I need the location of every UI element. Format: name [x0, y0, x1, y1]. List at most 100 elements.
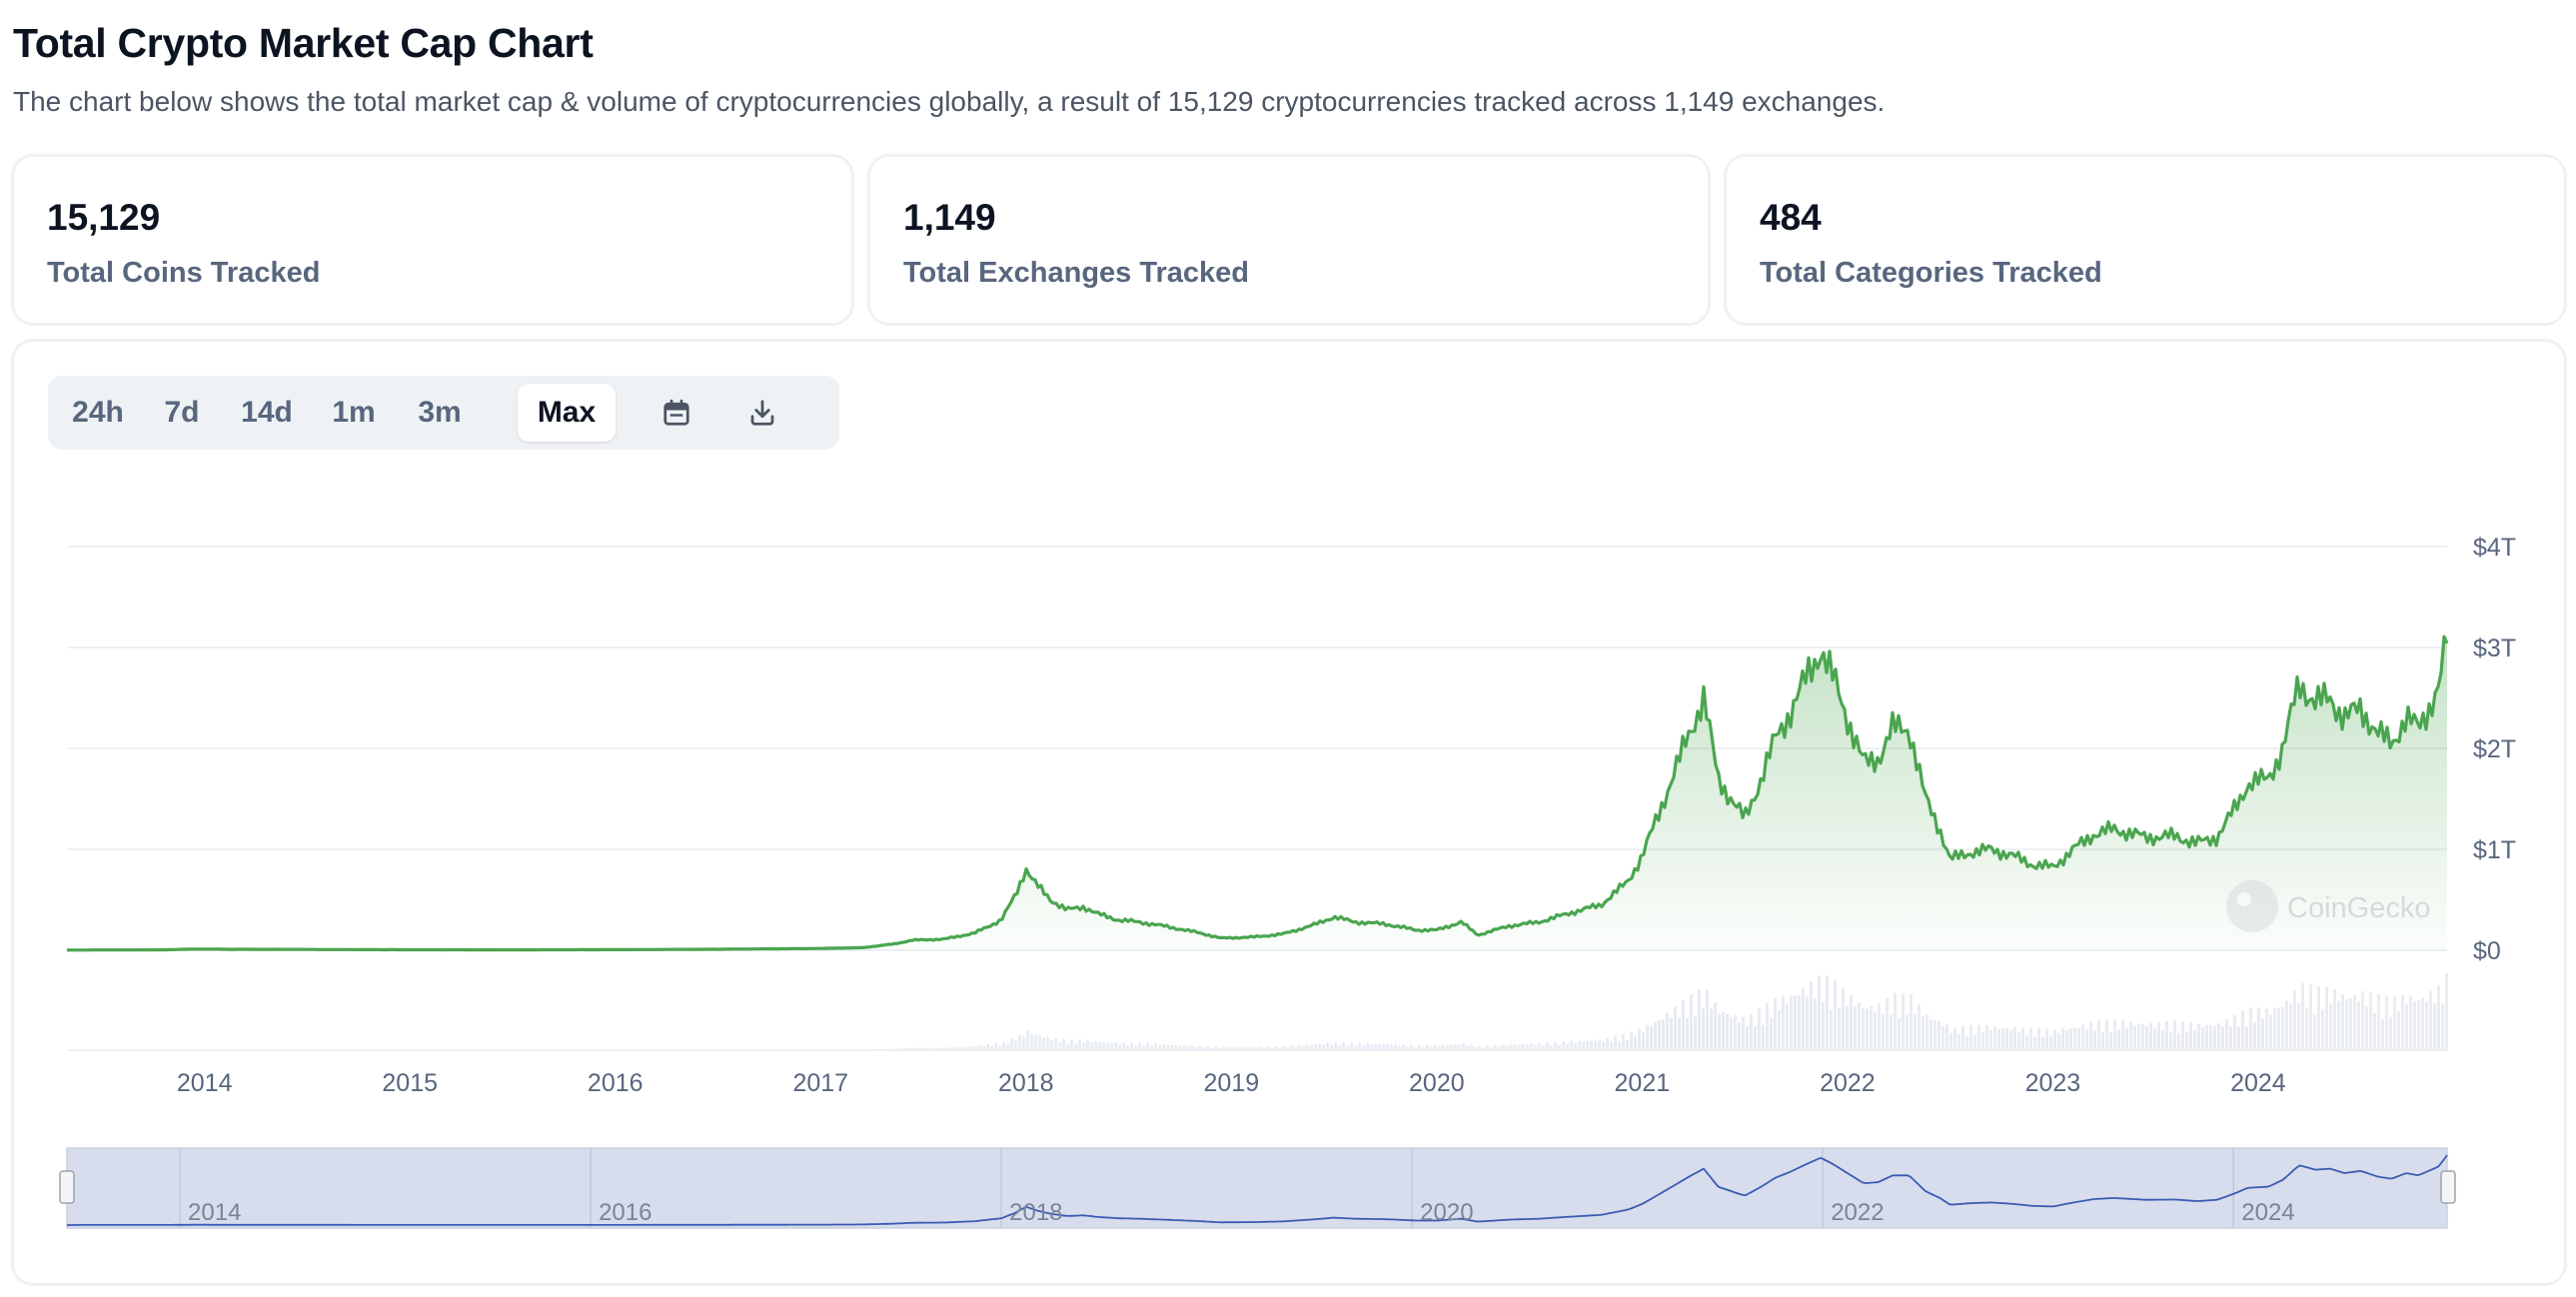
volume-bar: [1786, 1002, 1789, 1050]
stat-value: 15,129: [47, 197, 161, 238]
volume-bar: [2265, 1008, 2268, 1050]
volume-bar: [2361, 990, 2364, 1050]
volume-bar: [938, 1048, 941, 1050]
volume-bar: [1550, 1045, 1553, 1050]
volume-bar: [962, 1046, 965, 1050]
volume-bar: [882, 1048, 885, 1050]
volume-bar: [1538, 1042, 1541, 1050]
x-axis-labels: 2014 2015 2016 2017 2018 2019 2020 2021 2022 2023…: [177, 1069, 2286, 1097]
volume-bar: [1654, 1021, 1657, 1050]
volume-bar: [2377, 994, 2380, 1050]
volume-bar: [1430, 1046, 1433, 1050]
volume-bar: [1418, 1044, 1421, 1050]
volume-bar: [842, 1049, 845, 1050]
range-button-7d[interactable]: 7d: [164, 396, 200, 429]
volume-bar: [2137, 1023, 2140, 1050]
volume-bar: [2061, 1028, 2064, 1050]
volume-bar: [2333, 989, 2336, 1050]
volume-bar: [1973, 1034, 1976, 1050]
range-button-14d[interactable]: 14d: [241, 396, 293, 429]
x-tick-label: 2024: [2230, 1069, 2286, 1097]
navigator[interactable]: 2014 2016 2018 2020 2022 2024: [59, 1147, 2456, 1229]
market-cap-area: [67, 637, 2447, 950]
navigator-line: [67, 1154, 2448, 1226]
navigator-tick-label: 2020: [1420, 1199, 1473, 1226]
page-subtitle: The chart below shows the total market c…: [13, 86, 1886, 117]
volume-bar: [1226, 1047, 1229, 1050]
volume-bar: [2065, 1030, 2068, 1050]
volume-bar: [1941, 1026, 1944, 1050]
range-button-24h[interactable]: 24h: [72, 396, 124, 429]
volume-bar: [1989, 1030, 1992, 1050]
volume-bar: [2289, 1004, 2292, 1050]
volume-bar: [1997, 1028, 2000, 1050]
stat-value: 1,149: [903, 197, 996, 238]
navigator-tick-label: 2022: [1831, 1199, 1884, 1226]
volume-bar: [1474, 1046, 1477, 1050]
volume-bar: [2037, 1028, 2040, 1050]
volume-bar: [1042, 1037, 1045, 1050]
volume-bar: [958, 1046, 961, 1050]
volume-bar: [1678, 1017, 1681, 1050]
volume-bar: [946, 1047, 949, 1050]
volume-bar: [2173, 1020, 2176, 1050]
volume-bar: [2201, 1027, 2204, 1050]
volume-bar: [986, 1044, 989, 1050]
volume-bar: [1078, 1039, 1081, 1050]
volume-bar: [1690, 993, 1693, 1050]
range-button-3m[interactable]: 3m: [418, 396, 462, 429]
navigator-left-handle[interactable]: [59, 1170, 75, 1204]
download-button[interactable]: [733, 384, 791, 442]
volume-bar: [1466, 1045, 1469, 1050]
volume-bar: [1802, 988, 1805, 1050]
navigator-tick-label: 2016: [599, 1199, 651, 1226]
volume-bar: [2109, 1031, 2112, 1050]
volume-bar: [2341, 994, 2344, 1050]
volume-bar: [1870, 1005, 1873, 1050]
volume-bar: [1694, 1016, 1697, 1050]
volume-bar: [2297, 1002, 2300, 1050]
volume-bar: [1478, 1046, 1481, 1050]
volume-bar: [1494, 1044, 1497, 1050]
calendar-button[interactable]: [647, 384, 705, 442]
x-tick-label: 2021: [1615, 1069, 1671, 1097]
volume-bar: [1890, 1014, 1893, 1050]
volume-bar: [1842, 987, 1845, 1050]
volume-bar: [886, 1048, 889, 1050]
navigator-right-handle[interactable]: [2440, 1170, 2456, 1204]
volume-bar: [1526, 1044, 1529, 1050]
volume-bar: [1374, 1043, 1377, 1050]
volume-bar: [2281, 1006, 2284, 1050]
volume-bar: [910, 1047, 913, 1050]
volume-bar: [1850, 994, 1853, 1050]
volume-bar: [1234, 1047, 1237, 1050]
volume-bar: [1933, 1020, 1936, 1050]
volume-bar: [1270, 1047, 1273, 1050]
volume-bar: [1302, 1045, 1305, 1050]
volume-bar: [1610, 1040, 1613, 1050]
volume-bar: [2197, 1023, 2200, 1050]
volume-bar: [1462, 1043, 1465, 1050]
volume-bar: [2045, 1028, 2048, 1050]
range-button-max[interactable]: Max: [518, 384, 616, 442]
range-button-1m[interactable]: 1m: [332, 396, 376, 429]
coingecko-watermark: CoinGecko: [2226, 880, 2430, 932]
volume-bar: [1738, 1021, 1741, 1050]
volume-bar: [1718, 1013, 1721, 1050]
volume-bar: [1945, 1024, 1948, 1050]
volume-bar: [1434, 1045, 1437, 1050]
volume-bar: [1470, 1044, 1473, 1050]
volume-bar: [2025, 1034, 2028, 1050]
volume-bar: [2125, 1027, 2128, 1050]
volume-bar: [2145, 1025, 2148, 1050]
stat-card-exchanges: 1,149 Total Exchanges Tracked: [867, 154, 1711, 326]
volume-bar: [1222, 1046, 1225, 1050]
volume-bar: [2425, 1001, 2428, 1050]
volume-bar: [1278, 1047, 1281, 1050]
volume-bar: [1146, 1043, 1149, 1050]
volume-bar: [1562, 1041, 1565, 1050]
volume-bar: [1534, 1044, 1537, 1050]
market-cap-chart[interactable]: $0$1T$2T$3T$4T 2014 2015 2016 2017 2018 2019 2…: [14, 342, 2564, 1281]
volume-bar: [1334, 1041, 1337, 1050]
volume-bar: [1258, 1046, 1261, 1050]
